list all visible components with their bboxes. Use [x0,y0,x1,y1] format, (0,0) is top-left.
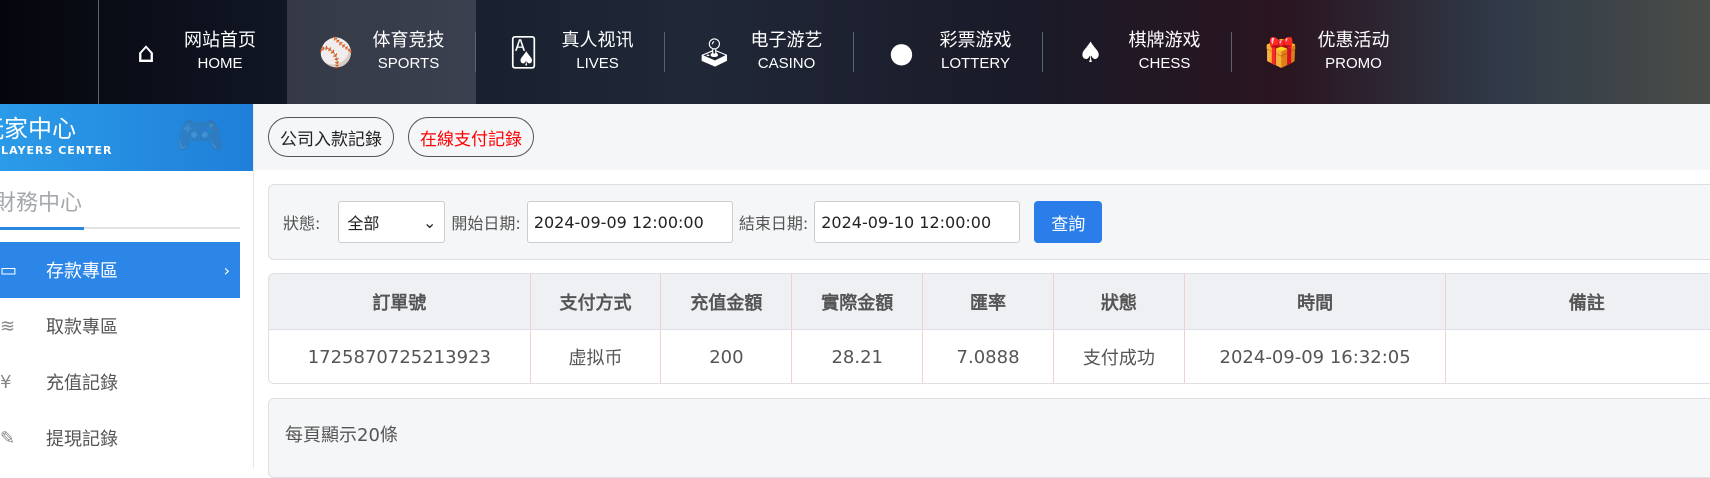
nav-label: 彩票游戏 [939,30,1012,51]
section-title: 財務中心 [0,191,83,216]
column-header: 實際金額 [792,274,924,329]
nav-label: 网站首页 [184,30,256,51]
nav-sublabel: CASINO [757,55,816,72]
home-icon: ⌂ [137,35,155,69]
nav-label: 真人视讯 [561,30,634,51]
sidebar-item-label: 取款專區 [46,317,118,338]
nav-label: 优惠活动 [1317,30,1390,51]
end-date-label: 結束日期: [738,214,809,233]
nav-sublabel: CHESS [1138,55,1191,72]
column-header: 狀態 [1054,274,1185,329]
top-nav-bar: ⌂ 网站首页 HOME ⚾ 体育竞技 SPORTS 🂡 真人视讯 LIVES 🕹 电子游艺 CASIN… [0,0,1710,104]
nav-sublabel: HOME [197,55,243,72]
table-cell: 28.21 [792,330,924,383]
table-header: 訂單號 支付方式 充值金額 實際金額 匯率 狀態 時間 備註 [269,274,1710,330]
money-bag-icon: ¥ [0,371,12,393]
players-center-banner: 玩家中心 PLAYERS CENTER 🎮 [0,104,253,171]
table-cell: 7.0888 [923,330,1054,383]
ball-icon: ⚾ [318,35,354,69]
hand-money-icon: ≋ [0,315,16,337]
chevron-right-icon: › [223,260,230,280]
nav-item-home[interactable]: ⌂ 网站首页 HOME [98,0,287,104]
sidebar-item-label: 存款專區 [46,261,118,282]
end-date-input[interactable]: 2024-09-10 12:00:00 [814,201,1021,243]
nav-sublabel: LIVES [576,55,619,72]
nav-item-promo[interactable]: 🎁 优惠活动 PROMO [1232,0,1421,104]
records-table: 訂單號 支付方式 充值金額 實際金額 匯率 狀態 時間 備註 1725870725213923… [268,273,1710,384]
column-header: 支付方式 [531,274,662,329]
table-row: 1725870725213923 虚拟币 200 28.21 7.0888 支付成功 202… [269,330,1710,383]
joystick-icon: 🕹 [696,35,733,69]
sidebar: 玩家中心 PLAYERS CENTER 🎮 財務中心 ▭ 存款專區 › ≋ 取款專區 ¥ 充… [0,104,254,468]
table-cell: 2024-09-09 16:32:05 [1185,330,1447,383]
nav-label: 棋牌游戏 [1128,30,1201,51]
lottery-balls-icon: ● [889,35,914,69]
column-header: 匯率 [923,274,1054,329]
cards-icon: 🂡 [509,35,538,69]
divider [0,227,240,230]
column-header: 時間 [1185,274,1447,329]
start-date-label: 開始日期: [451,214,521,233]
status-value: 全部 [347,214,380,233]
status-label: 狀態: [283,214,321,233]
nav-sublabel: SPORTS [377,55,440,72]
status-select[interactable]: 全部 ⌄ [338,201,446,243]
nav-sublabel: LOTTERY [941,55,1010,72]
nav-item-lives[interactable]: 🂡 真人视讯 LIVES [476,0,665,104]
table-cell [1446,330,1710,383]
table-cell: 虚拟币 [531,330,662,383]
per-page-label: 每頁顯示20條 [285,425,398,446]
pagination-bar: 每頁顯示20條 [268,398,1710,478]
sidebar-item-2[interactable]: ¥ 充值記錄 [0,354,240,410]
table-cell: 支付成功 [1054,330,1185,383]
gamepad-icon: 🎮 [175,113,225,159]
sidebar-item-1[interactable]: ≋ 取款專區 [0,298,240,354]
table-cell: 200 [661,330,793,383]
nav-label: 体育竞技 [372,30,445,51]
sidebar-item-label: 充值記錄 [46,373,118,394]
filter-bar: 狀態: 全部 ⌄ 開始日期: 2024-09-09 12:00:00 結束日期: … [268,184,1710,260]
table-cell: 1725870725213923 [269,330,531,383]
banner-subtitle: PLAYERS CENTER [0,144,113,157]
nav-item-casino[interactable]: 🕹 电子游艺 CASINO [665,0,854,104]
gift-icon: 🎁 [1263,35,1299,69]
column-header: 訂單號 [269,274,531,329]
sidebar-item-3[interactable]: ✎ 提現記錄 [0,410,240,466]
column-header: 充值金額 [661,274,793,329]
nav-item-sports[interactable]: ⚾ 体育竞技 SPORTS [287,0,476,104]
query-button[interactable]: 查詢 [1034,201,1103,243]
card-icon: ▭ [0,259,18,281]
main-content: 公司入款記錄 在線支付記錄 狀態: 全部 ⌄ 開始日期: 2024-09-09 1… [254,104,1710,478]
start-date-input[interactable]: 2024-09-09 12:00:00 [526,201,733,243]
sidebar-item-label: 提現記錄 [46,429,118,450]
nav-sublabel: PROMO [1325,55,1382,72]
pen-icon: ✎ [0,427,16,449]
column-header: 備註 [1568,292,1605,314]
sidebar-item-0[interactable]: ▭ 存款專區 › [0,242,240,298]
chevron-down-icon: ⌄ [423,212,437,232]
nav-item-chess[interactable]: ♠ 棋牌游戏 CHESS [1043,0,1232,104]
spade-icon: ♠ [1077,35,1104,69]
nav-item-lottery[interactable]: ● 彩票游戏 LOTTERY [854,0,1043,104]
tab-online-payment-records[interactable]: 在線支付記錄 [408,117,534,157]
nav-label: 电子游艺 [750,30,823,51]
tab-company-deposit-records[interactable]: 公司入款記錄 [268,117,394,157]
banner-title: 玩家中心 [0,115,76,143]
